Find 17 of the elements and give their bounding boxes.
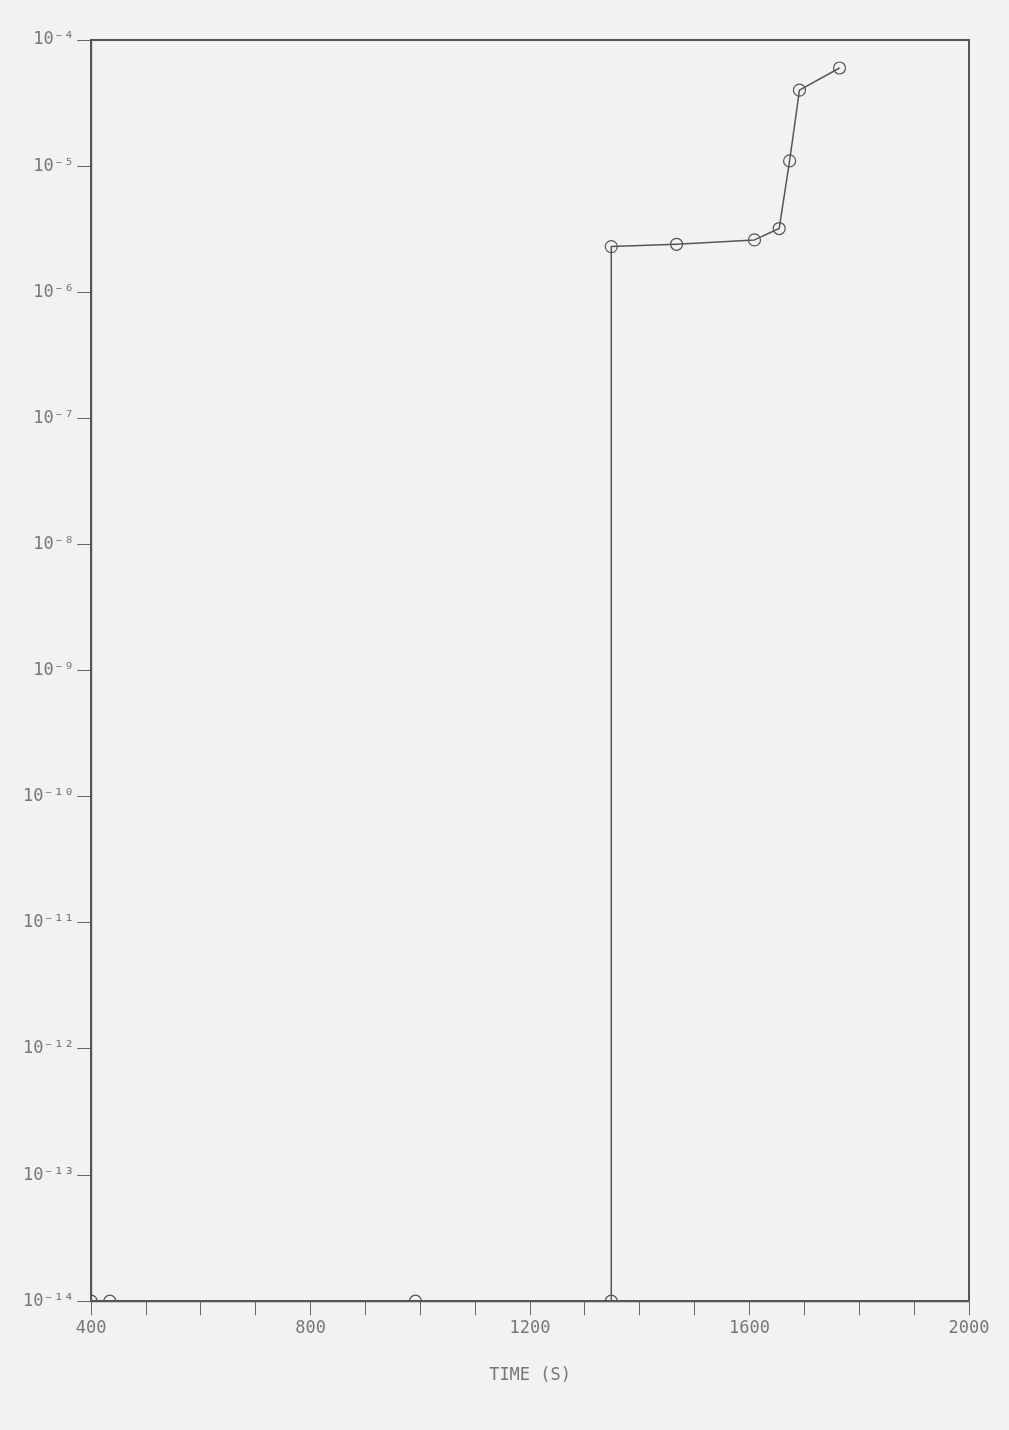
x-tick-label: 1600 xyxy=(729,1316,771,1337)
y-tick-label: 10⁻¹⁴ xyxy=(22,1289,75,1310)
y-tick-label: 10⁻⁵ xyxy=(33,154,75,175)
x-tick-label: 1200 xyxy=(509,1316,551,1337)
y-tick-label: 10⁻⁸ xyxy=(33,532,75,553)
y-tick-label: 10⁻⁷ xyxy=(33,406,75,427)
y-tick-label: 10⁻¹² xyxy=(22,1037,75,1058)
x-tick-label: 400 xyxy=(75,1316,107,1337)
x-tick-label: 800 xyxy=(295,1316,326,1337)
x-tick-label: 2000 xyxy=(948,1316,990,1337)
y-tick-label: 10⁻¹³ xyxy=(22,1163,75,1184)
x-axis-title: TIME (S) xyxy=(489,1364,572,1385)
y-tick-label: 10⁻¹¹ xyxy=(22,911,75,932)
y-tick-label: 10⁻⁴ xyxy=(33,28,75,49)
y-tick-label: 10⁻⁶ xyxy=(33,280,75,301)
y-tick-label: 10⁻¹⁰ xyxy=(22,785,75,806)
y-tick-label: 10⁻⁹ xyxy=(33,659,75,680)
